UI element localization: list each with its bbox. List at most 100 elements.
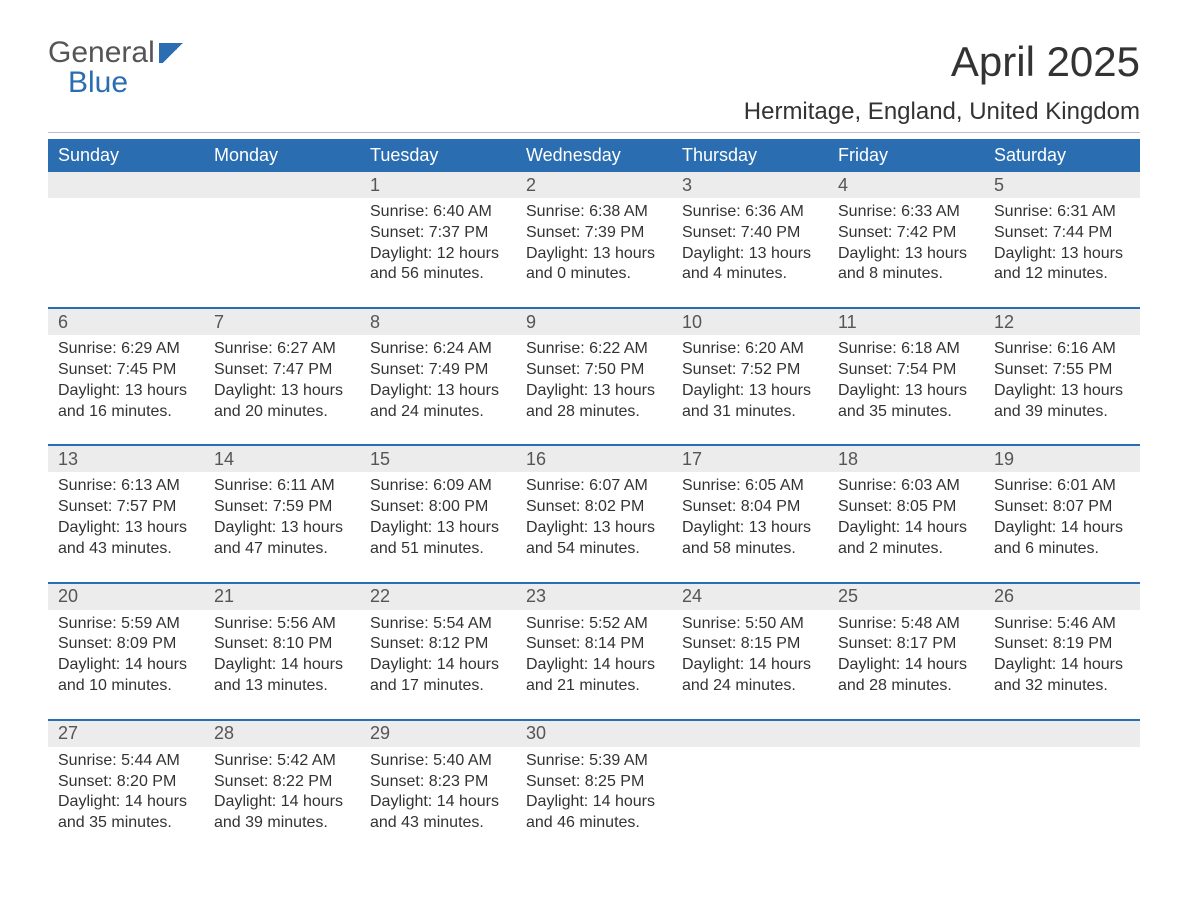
- sunset-text: Sunset: 8:04 PM: [682, 497, 818, 518]
- sunrise-text: Sunrise: 6:13 AM: [58, 476, 194, 497]
- header-divider: [48, 132, 1140, 133]
- daylight-text: Daylight: 14 hours and 17 minutes.: [370, 655, 506, 697]
- logo: General Blue: [48, 38, 187, 98]
- day-number-cell: 6: [48, 309, 204, 335]
- sunrise-text: Sunrise: 5:56 AM: [214, 614, 350, 635]
- day-number-cell: [48, 172, 204, 198]
- sunset-text: Sunset: 8:15 PM: [682, 634, 818, 655]
- daylight-text: Daylight: 13 hours and 54 minutes.: [526, 518, 662, 560]
- day-detail-row: Sunrise: 6:13 AMSunset: 7:57 PM Daylight:…: [48, 472, 1140, 581]
- day-detail-row: Sunrise: 5:44 AMSunset: 8:20 PMDaylight:…: [48, 747, 1140, 840]
- day-number-cell: 21: [204, 584, 360, 610]
- daylight-text: Daylight: 14 hours and 28 minutes.: [838, 655, 974, 697]
- sunset-text: Sunset: 7:47 PM: [214, 360, 350, 381]
- sunrise-text: Sunrise: 5:40 AM: [370, 751, 506, 772]
- day-number-cell: 14: [204, 446, 360, 472]
- day-detail-cell: Sunrise: 6:18 AMSunset: 7:54 PMDaylight:…: [828, 335, 984, 444]
- sunset-text: Sunset: 7:45 PM: [58, 360, 194, 381]
- day-detail-cell: Sunrise: 6:27 AMSunset: 7:47 PMDaylight:…: [204, 335, 360, 444]
- day-number-cell: [672, 721, 828, 747]
- header: General Blue April 2025 Hermitage, Engla…: [48, 38, 1140, 126]
- day-number-row: 27282930: [48, 721, 1140, 747]
- day-number-cell: 4: [828, 172, 984, 198]
- daylight-text: Daylight: 14 hours and 43 minutes.: [370, 792, 506, 834]
- month-title: April 2025: [744, 38, 1140, 86]
- sunset-text: Sunset: 8:02 PM: [526, 497, 662, 518]
- sunset-text: Sunset: 8:14 PM: [526, 634, 662, 655]
- day-detail-cell: Sunrise: 6:31 AMSunset: 7:44 PMDaylight:…: [984, 198, 1140, 307]
- daylight-text: Daylight: 14 hours and 39 minutes.: [214, 792, 350, 834]
- day-detail-cell: Sunrise: 6:20 AMSunset: 7:52 PMDaylight:…: [672, 335, 828, 444]
- sunset-text: Sunset: 7:57 PM: [58, 497, 194, 518]
- daylight-text: Daylight: 14 hours and 46 minutes.: [526, 792, 662, 834]
- day-detail-cell: [984, 747, 1140, 840]
- day-number-cell: 3: [672, 172, 828, 198]
- sunset-text: Sunset: 7:44 PM: [994, 223, 1130, 244]
- weekday-header-row: Sunday Monday Tuesday Wednesday Thursday…: [48, 139, 1140, 172]
- day-detail-row: Sunrise: 6:29 AMSunset: 7:45 PM Daylight:…: [48, 335, 1140, 444]
- sunset-text: Sunset: 8:25 PM: [526, 772, 662, 793]
- day-detail-cell: Sunrise: 5:42 AMSunset: 8:22 PMDaylight:…: [204, 747, 360, 840]
- sunset-text: Sunset: 7:40 PM: [682, 223, 818, 244]
- day-detail-cell: Sunrise: 6:11 AMSunset: 7:59 PMDaylight:…: [204, 472, 360, 581]
- day-detail-cell: Sunrise: 6:09 AMSunset: 8:00 PMDaylight:…: [360, 472, 516, 581]
- sunrise-text: Sunrise: 6:22 AM: [526, 339, 662, 360]
- sunset-text: Sunset: 8:10 PM: [214, 634, 350, 655]
- day-detail-cell: Sunrise: 6:07 AMSunset: 8:02 PMDaylight:…: [516, 472, 672, 581]
- daylight-text: Daylight: 14 hours and 10 minutes.: [58, 655, 194, 697]
- daylight-text: Daylight: 13 hours and 12 minutes.: [994, 244, 1130, 286]
- logo-flag-icon: [159, 43, 187, 63]
- day-number-cell: [984, 721, 1140, 747]
- sunset-text: Sunset: 8:07 PM: [994, 497, 1130, 518]
- day-number-cell: 8: [360, 309, 516, 335]
- day-detail-cell: [828, 747, 984, 840]
- day-detail-cell: Sunrise: 5:48 AMSunset: 8:17 PMDaylight:…: [828, 610, 984, 719]
- sunrise-text: Sunrise: 6:03 AM: [838, 476, 974, 497]
- day-number-cell: 25: [828, 584, 984, 610]
- daylight-text: Daylight: 13 hours and 4 minutes.: [682, 244, 818, 286]
- sunset-text: Sunset: 8:23 PM: [370, 772, 506, 793]
- logo-text-general: General: [48, 38, 155, 68]
- sunrise-text: Sunrise: 5:46 AM: [994, 614, 1130, 635]
- daylight-text: Daylight: 13 hours and 20 minutes.: [214, 381, 350, 423]
- daylight-text: Daylight: 13 hours and 0 minutes.: [526, 244, 662, 286]
- sunrise-text: Sunrise: 6:31 AM: [994, 202, 1130, 223]
- daylight-text: Daylight: 12 hours and 56 minutes.: [370, 244, 506, 286]
- sunrise-text: Sunrise: 6:18 AM: [838, 339, 974, 360]
- day-number-cell: 26: [984, 584, 1140, 610]
- sunrise-text: Sunrise: 6:20 AM: [682, 339, 818, 360]
- day-detail-cell: Sunrise: 6:40 AMSunset: 7:37 PMDaylight:…: [360, 198, 516, 307]
- day-number-cell: 1: [360, 172, 516, 198]
- weekday-header: Wednesday: [516, 139, 672, 172]
- daylight-text: Daylight: 14 hours and 35 minutes.: [58, 792, 194, 834]
- sunrise-text: Sunrise: 6:29 AM: [58, 339, 194, 360]
- day-detail-cell: Sunrise: 6:03 AMSunset: 8:05 PMDaylight:…: [828, 472, 984, 581]
- daylight-text: Daylight: 13 hours and 8 minutes.: [838, 244, 974, 286]
- day-number-cell: 9: [516, 309, 672, 335]
- day-number-row: 12345: [48, 172, 1140, 198]
- day-detail-cell: Sunrise: 6:36 AMSunset: 7:40 PMDaylight:…: [672, 198, 828, 307]
- logo-text-blue: Blue: [68, 68, 187, 98]
- daylight-text: Daylight: 13 hours and 28 minutes.: [526, 381, 662, 423]
- sunset-text: Sunset: 7:49 PM: [370, 360, 506, 381]
- day-number-cell: 12: [984, 309, 1140, 335]
- title-block: April 2025 Hermitage, England, United Ki…: [744, 38, 1140, 126]
- daylight-text: Daylight: 14 hours and 32 minutes.: [994, 655, 1130, 697]
- sunrise-text: Sunrise: 6:16 AM: [994, 339, 1130, 360]
- sunset-text: Sunset: 8:22 PM: [214, 772, 350, 793]
- day-detail-cell: Sunrise: 5:40 AMSunset: 8:23 PMDaylight:…: [360, 747, 516, 840]
- day-number-cell: 5: [984, 172, 1140, 198]
- daylight-text: Daylight: 13 hours and 47 minutes.: [214, 518, 350, 560]
- day-number-cell: 29: [360, 721, 516, 747]
- day-detail-row: Sunrise: 5:59 AMSunset: 8:09 PMDaylight:…: [48, 610, 1140, 719]
- day-number-cell: 17: [672, 446, 828, 472]
- daylight-text: Daylight: 14 hours and 24 minutes.: [682, 655, 818, 697]
- day-number-cell: 2: [516, 172, 672, 198]
- sunrise-text: Sunrise: 6:07 AM: [526, 476, 662, 497]
- sunrise-text: Sunrise: 5:48 AM: [838, 614, 974, 635]
- day-number-cell: [204, 172, 360, 198]
- day-detail-cell: Sunrise: 5:39 AMSunset: 8:25 PMDaylight:…: [516, 747, 672, 840]
- sunset-text: Sunset: 8:00 PM: [370, 497, 506, 518]
- weekday-header: Thursday: [672, 139, 828, 172]
- daylight-text: Daylight: 14 hours and 21 minutes.: [526, 655, 662, 697]
